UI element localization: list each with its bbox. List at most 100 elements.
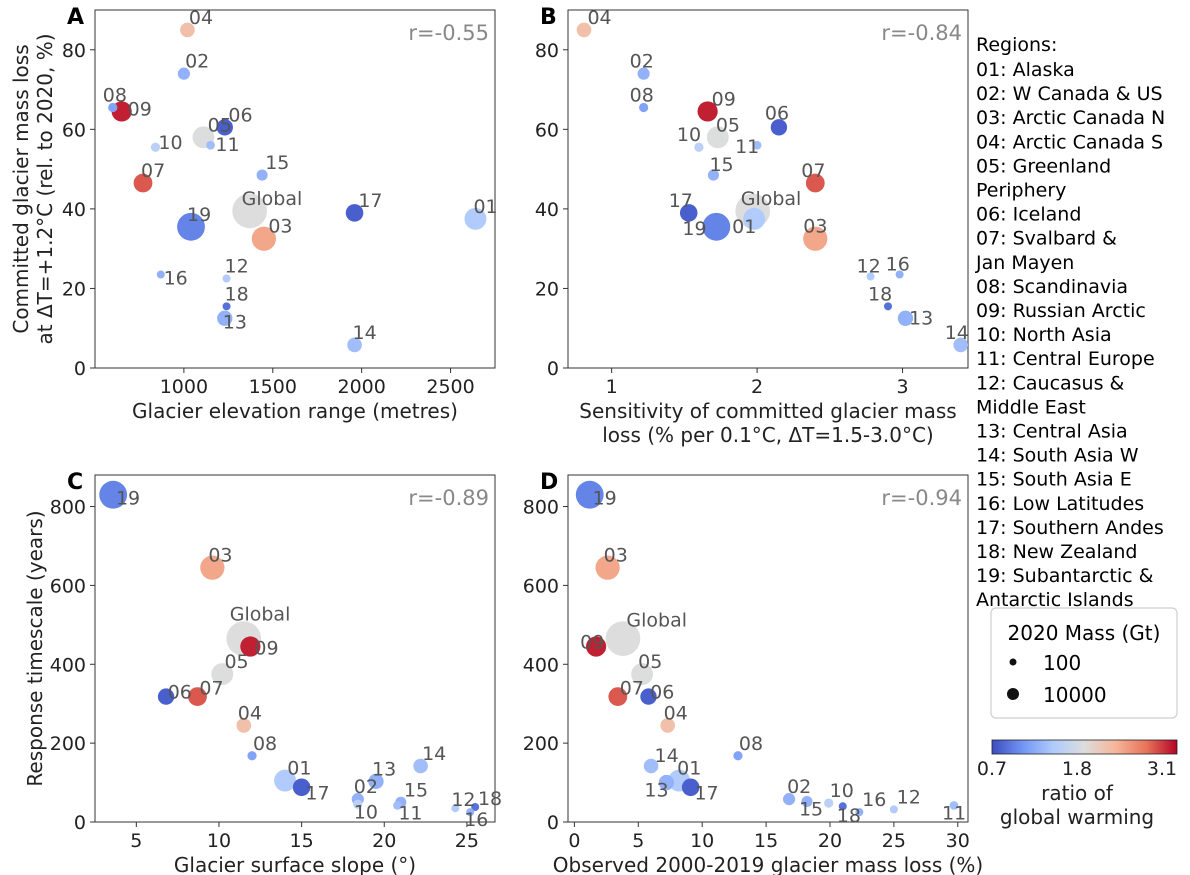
point-label: 02	[354, 776, 378, 798]
x-tick-label: 20	[372, 830, 396, 852]
y-axis-label: at ΔT=+1.2°C (rel. to 2020, %)	[33, 33, 57, 344]
plot-frame	[94, 9, 496, 369]
region-entry: 07: Svalbard &	[976, 228, 1117, 250]
point-08	[733, 751, 743, 761]
point-01	[464, 207, 487, 230]
point-12	[866, 272, 875, 281]
size-legend-frame	[990, 607, 1178, 719]
x-axis-label: Glacier surface slope (°)	[174, 853, 416, 875]
point-label: 03	[208, 545, 232, 567]
point-label: 17	[305, 782, 329, 804]
y-tick-label: 600	[50, 575, 86, 597]
y-tick-label: 0	[74, 812, 86, 834]
x-tick-label: 15	[290, 830, 314, 852]
point-label: 06	[168, 682, 192, 704]
plot-frame	[94, 474, 496, 823]
x-tick-label: 10	[207, 830, 231, 852]
x-tick-label: 2500	[426, 376, 474, 398]
point-04	[180, 22, 195, 38]
region-entry: 06: Iceland	[976, 204, 1081, 226]
point-label: 09	[128, 98, 152, 120]
point-07	[133, 173, 153, 193]
point-label: 06	[228, 104, 252, 126]
point-label: 05	[716, 114, 740, 136]
y-tick-label: 400	[523, 654, 559, 676]
point-04	[236, 718, 252, 733]
y-tick-label: 40	[535, 199, 559, 221]
x-tick-label: 1000	[160, 376, 208, 398]
x-tick-label: 2000	[337, 376, 385, 398]
point-label: 16	[862, 789, 886, 811]
point-12	[451, 804, 460, 813]
y-tick-label: 40	[62, 199, 86, 221]
point-label: 19	[116, 488, 140, 510]
correlation-label: r=-0.84	[881, 21, 962, 45]
size-legend-label: 10000	[1043, 683, 1107, 707]
colorbar-label-line1: ratio of	[1041, 781, 1114, 805]
point-label: 01	[732, 216, 756, 238]
point-label: 09	[254, 638, 278, 660]
point-09	[586, 636, 607, 657]
y-tick-label: 800	[523, 497, 559, 519]
point-label: 10	[354, 801, 378, 823]
point-label: 04	[587, 7, 611, 29]
region-entry: 18: New Zealand	[976, 541, 1137, 563]
point-18	[222, 302, 231, 311]
point-11	[752, 140, 762, 150]
point-13	[368, 773, 384, 790]
point-label: 12	[897, 786, 921, 808]
point-16	[895, 270, 904, 279]
point-10	[150, 142, 161, 152]
region-entry: Middle East	[976, 396, 1086, 418]
point-04	[576, 22, 592, 38]
point-05	[631, 663, 654, 686]
point-label: 16	[886, 254, 910, 276]
region-entry: 03: Arctic Canada N	[976, 107, 1165, 129]
point-label: 02	[185, 51, 209, 73]
point-label: 11	[735, 136, 759, 158]
x-tick-label: 0	[568, 830, 580, 852]
correlation-label: r=-0.55	[408, 21, 489, 45]
point-19	[99, 480, 128, 509]
point-04	[660, 718, 675, 733]
size-legend: 2020 Mass (Gt) 100 10000	[990, 607, 1178, 719]
point-08	[247, 751, 257, 761]
point-07	[188, 687, 207, 707]
region-entry: 04: Arctic Canada S	[976, 131, 1163, 153]
point-19	[702, 212, 731, 241]
point-05	[211, 663, 234, 686]
y-axis-label: Committed glacier mass loss	[9, 44, 33, 333]
panels: 1000 1500 2000 2500020406080Ar=-0.55Glacier…	[9, 5, 983, 875]
point-label: 06	[765, 102, 789, 124]
y-tick-label: 60	[535, 119, 559, 141]
region-entry: 12: Caucasus &	[976, 372, 1125, 394]
point-06	[770, 119, 788, 136]
point-label: Global	[242, 188, 303, 210]
y-tick-label: 0	[74, 358, 86, 380]
x-tick-label: 15	[754, 830, 778, 852]
point-label: 19	[187, 204, 211, 226]
size-legend-marker	[1007, 688, 1019, 700]
x-tick-label: 5	[632, 830, 644, 852]
region-entry: 02: W Canada & US	[976, 83, 1163, 105]
point-09	[697, 101, 718, 122]
point-label: 19	[682, 218, 706, 240]
y-tick-label: 0	[547, 358, 559, 380]
point-label: Global	[626, 610, 687, 632]
point-17	[345, 204, 364, 222]
point-label: 03	[604, 545, 628, 567]
point-13	[658, 774, 675, 791]
y-tick-label: 200	[523, 733, 559, 755]
point-17	[679, 204, 698, 222]
point-label: 12	[225, 256, 249, 278]
colorbar-label-line2: global warming	[1000, 805, 1154, 829]
point-10	[694, 142, 704, 152]
point-label: 18	[868, 283, 892, 305]
point-label: Global	[741, 188, 802, 210]
point-16	[466, 808, 475, 817]
panel-letter: B	[540, 5, 557, 30]
point-label: 14	[655, 745, 679, 767]
x-axis-label: Observed 2000-2019 glacier mass loss (%)	[553, 853, 983, 875]
point-label: 09	[580, 632, 604, 654]
